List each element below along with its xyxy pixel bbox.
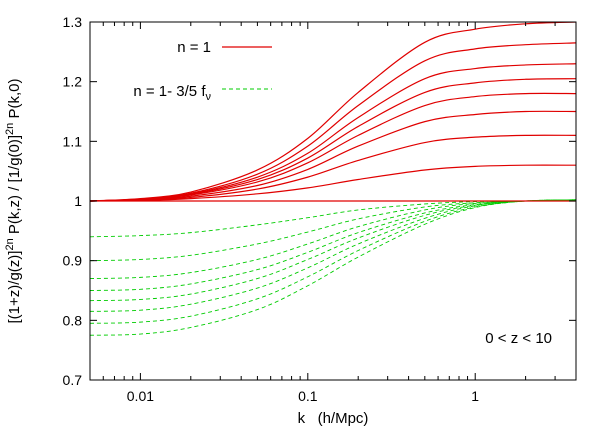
y-tick-label: 1.2 [63,74,83,90]
series-line-red-3 [90,110,576,202]
y-tick-label: 1 [74,193,82,209]
series-line-red-8 [90,22,576,202]
legend-label-n-fnu-sub: ν [206,91,212,103]
x-axis: 0.01 0.1 1 [89,22,577,404]
annotation-z-range: 0 < z < 10 [485,330,552,347]
y-axis-title-end: P(k,0) [6,79,23,123]
x-tick-label: 0.01 [127,388,154,404]
y-tick-label: 0.8 [63,312,83,328]
legend: n = 1 n = 1- 3/5 fν [133,39,272,103]
x-tick-label: 0.1 [298,388,318,404]
legend-label-n-fnu: n = 1- 3/5 fν [133,83,211,103]
series-line-green-11 [90,199,576,262]
y-axis-title: [(1+z)/g(z)]2n P(k,z) / [1/g(0)]2n P(k,0… [4,79,23,324]
series-line-green-13 [90,199,576,291]
y-axis-title-exp2: 2n [4,123,16,135]
series-line-green-15 [90,199,576,312]
x-tick-label: 1 [471,388,479,404]
legend-label-n-fnu-main: n = 1- 3/5 f [133,83,206,100]
series-line-green-10 [90,200,576,238]
legend-label-n1: n = 1 [177,39,211,56]
series-line-red-7 [90,42,576,202]
series-layer [90,22,576,336]
series-line-green-16 [90,199,576,324]
y-axis-title-exp1: 2n [4,238,16,250]
series-line-green-17 [90,199,576,336]
y-tick-label: 0.9 [63,253,83,269]
series-line-red-1 [90,164,576,202]
series-line-green-14 [90,199,576,302]
y-axis: 0.7 0.8 0.9 1 1.1 1.2 1.3 [63,14,576,388]
y-tick-label: 1.3 [63,14,83,30]
y-tick-label: 1.1 [63,133,83,149]
series-line-green-12 [90,199,576,280]
y-axis-title-mid: P(k,z) / [1/g(0)] [6,135,23,238]
series-line-red-4 [90,92,576,202]
x-axis-title: k (h/Mpc) [298,410,369,427]
y-tick-label: 0.7 [63,372,83,388]
series-line-red-2 [90,134,576,202]
